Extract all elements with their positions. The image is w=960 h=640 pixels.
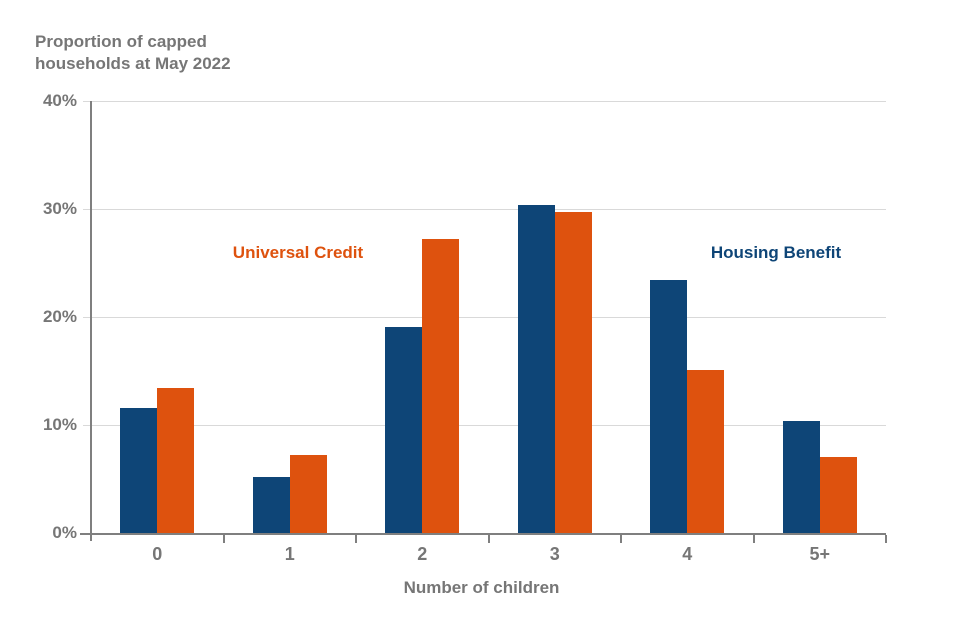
x-tick-label-4: 4 [682,544,693,564]
x-tick-label-2: 2 [417,544,428,564]
y-tick-10 [83,425,90,426]
y-tick-label-20: 20% [42,307,77,326]
x-tick-label-3: 3 [549,544,560,564]
gridline-20 [91,317,886,318]
y-tick-label-10: 10% [42,415,77,434]
y-tick-label-30: 30% [42,199,77,218]
x-tick-1 [222,535,225,543]
x-tick-5 [752,535,755,543]
gridline-10 [91,425,886,426]
y-tick-30 [83,209,90,210]
gridline-40 [91,101,886,102]
bar-universal-credit-2 [422,239,460,533]
bar-universal-credit-5+ [819,457,857,533]
series-label-housing-benefit: Housing Benefit [710,243,842,262]
x-tick-label-5+: 5+ [809,544,831,564]
bar-housing-benefit-2 [385,326,423,533]
y-tick-20 [83,317,90,318]
bar-housing-benefit-5+ [782,420,820,533]
x-axis-title: Number of children [403,578,560,597]
bar-universal-credit-4 [687,369,725,533]
plot-area [91,101,886,533]
series-label-universal-credit: Universal Credit [232,243,364,262]
y-tick-label-40: 40% [42,91,77,110]
y-axis-line [90,101,92,541]
x-axis-line [80,533,886,535]
x-tick-label-0: 0 [152,544,163,564]
y-tick-label-0: 0% [52,523,77,542]
x-tick-6 [885,535,887,543]
bar-housing-benefit-1 [252,476,290,533]
bar-housing-benefit-0 [120,407,158,533]
bar-universal-credit-0 [157,388,195,533]
bar-universal-credit-3 [554,212,592,533]
bar-housing-benefit-3 [517,204,555,533]
x-tick-4 [620,535,622,543]
chart-title: Proportion of capped households at May 2… [35,32,231,73]
gridline-30 [91,209,886,210]
x-tick-2 [355,535,357,543]
x-tick-label-1: 1 [284,544,295,564]
x-tick-3 [487,535,490,543]
bar-housing-benefit-4 [650,280,688,533]
y-tick-40 [83,101,90,102]
bar-universal-credit-1 [289,455,327,533]
